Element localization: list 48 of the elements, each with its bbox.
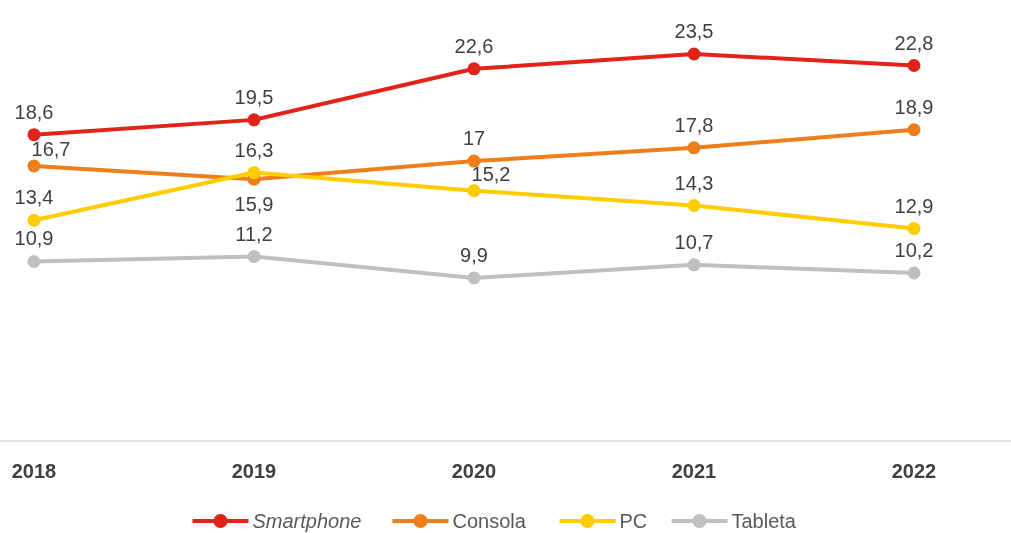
legend-label: Smartphone <box>252 510 362 532</box>
data-label: 15,2 <box>471 162 511 185</box>
point <box>907 266 921 280</box>
data-label: 10,2 <box>894 239 934 262</box>
x-tick-label: 2021 <box>671 460 717 482</box>
point <box>27 159 41 173</box>
data-label: 9,9 <box>460 243 488 266</box>
data-label: 15,9 <box>234 193 274 216</box>
point <box>467 154 481 168</box>
point <box>687 47 701 61</box>
data-label: 17 <box>462 127 486 150</box>
point <box>247 113 261 127</box>
point <box>907 123 921 137</box>
point <box>247 250 261 264</box>
data-label: 14,3 <box>674 171 714 194</box>
x-tick-label: 2018 <box>11 460 57 482</box>
data-label: 10,7 <box>674 230 714 253</box>
data-label: 17,8 <box>674 113 714 136</box>
data-label: 22,6 <box>454 34 494 57</box>
data-label: 13,4 <box>14 186 54 209</box>
point <box>247 166 261 180</box>
data-label: 19,5 <box>234 85 274 108</box>
x-tick-label: 2022 <box>891 460 937 482</box>
point <box>907 222 921 236</box>
point <box>27 213 41 227</box>
legend-label: Tableta <box>731 510 797 532</box>
point <box>687 141 701 155</box>
data-label: 11,2 <box>235 222 273 245</box>
point <box>467 271 481 285</box>
data-label: 18,9 <box>894 95 934 118</box>
point <box>467 184 481 198</box>
data-label: 16,3 <box>234 138 274 161</box>
data-label: 12,9 <box>894 194 934 217</box>
data-label: 18,6 <box>14 100 54 123</box>
legend-label: PC <box>619 510 648 532</box>
data-label: 10,9 <box>14 227 54 250</box>
point <box>687 199 701 213</box>
point <box>687 258 701 272</box>
data-label: 23,5 <box>674 20 714 42</box>
point <box>467 62 481 76</box>
x-tick-label: 2020 <box>451 460 497 482</box>
data-label: 22,8 <box>894 31 934 54</box>
point <box>27 128 41 142</box>
x-tick-label: 2019 <box>231 460 277 482</box>
point <box>907 59 921 73</box>
point <box>27 255 41 268</box>
data-label: 16,7 <box>31 137 71 160</box>
legend-label: Consola <box>452 510 527 532</box>
